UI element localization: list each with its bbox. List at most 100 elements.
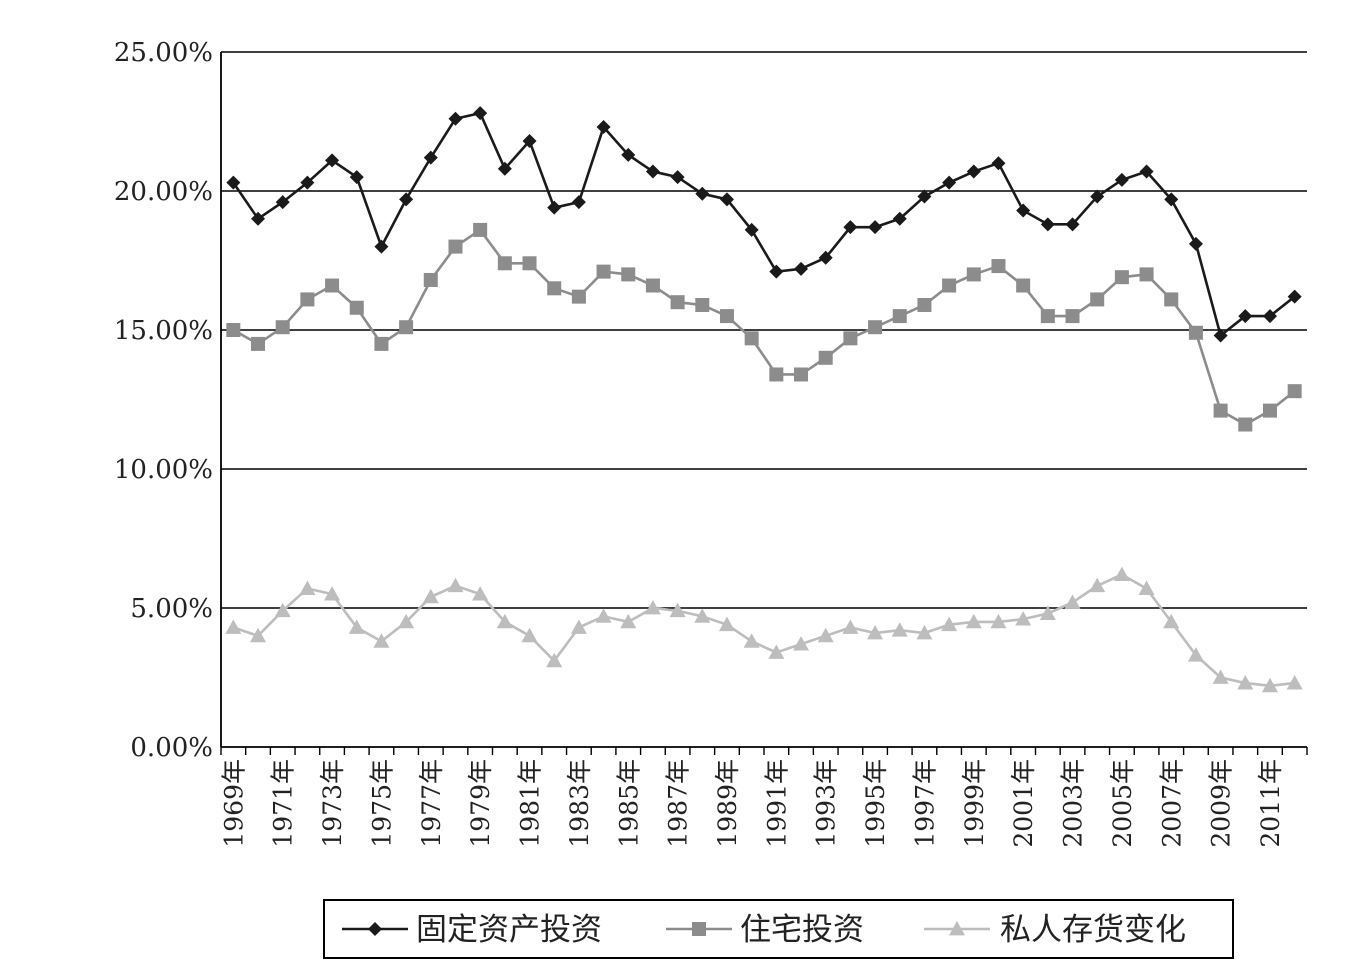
series-line <box>232 228 1296 427</box>
x-tick-label: 1991年 <box>762 759 791 848</box>
legend-marker <box>692 922 706 936</box>
data-point <box>891 622 908 637</box>
data-point <box>793 636 810 651</box>
data-point <box>1163 613 1180 629</box>
data-point <box>645 278 660 293</box>
data-point <box>274 602 291 618</box>
data-point <box>817 627 834 643</box>
x-tick-label: 2007年 <box>1157 759 1186 848</box>
data-point <box>447 577 464 593</box>
legend-box <box>323 899 1234 959</box>
data-point <box>695 297 710 312</box>
data-point <box>744 331 759 346</box>
data-point <box>942 278 957 293</box>
data-point <box>1089 577 1106 593</box>
data-point <box>275 320 290 335</box>
data-point <box>521 627 538 643</box>
data-point <box>1188 236 1203 251</box>
data-point <box>472 586 489 601</box>
data-point <box>818 250 833 265</box>
x-tick-label: 2003年 <box>1059 759 1088 848</box>
data-point <box>1213 328 1228 343</box>
data-point <box>349 300 364 315</box>
y-tick-label: 20.00% <box>114 177 213 207</box>
x-tick-label: 1983年 <box>565 759 594 848</box>
data-point <box>1016 203 1031 218</box>
x-tick-label: 1985年 <box>614 759 643 848</box>
data-point <box>497 256 512 271</box>
data-point <box>892 309 907 324</box>
gridlines <box>221 51 1307 609</box>
series-group <box>225 106 1303 693</box>
data-point <box>547 200 562 215</box>
data-point <box>941 616 958 632</box>
data-point <box>300 175 315 190</box>
data-point <box>769 367 784 382</box>
data-point <box>966 164 981 179</box>
data-point <box>1286 675 1303 690</box>
data-point <box>1090 189 1105 204</box>
data-point <box>399 192 414 207</box>
data-point <box>744 222 759 237</box>
data-point <box>1113 566 1130 582</box>
data-point <box>423 150 438 165</box>
x-axis-ticks: 1969年 1971年 1973年 1975年 1977年 1979年 1981年 1983年… <box>219 759 1285 848</box>
legend-label: 住宅投资 <box>740 912 864 948</box>
data-point <box>324 586 341 601</box>
data-point <box>522 133 537 148</box>
data-point <box>422 588 439 604</box>
data-point <box>496 613 513 629</box>
data-point <box>1287 289 1302 304</box>
y-tick-label: 25.00% <box>114 38 213 68</box>
data-point <box>1262 403 1277 418</box>
data-point <box>868 320 883 335</box>
data-point <box>621 147 636 162</box>
y-tick-label: 5.00% <box>130 594 213 624</box>
x-tick-label: 2005年 <box>1108 759 1137 848</box>
data-point <box>373 633 390 648</box>
y-tick-label: 0.00% <box>130 733 213 763</box>
legend-marker <box>368 922 382 936</box>
data-point <box>620 613 637 629</box>
data-point <box>596 120 611 135</box>
data-point <box>1040 217 1055 232</box>
x-tick-label: 1969年 <box>219 759 248 848</box>
data-point <box>1114 172 1129 187</box>
data-point <box>497 161 512 176</box>
data-point <box>300 292 315 307</box>
x-tick-label: 2001年 <box>1009 759 1038 848</box>
data-point <box>1188 325 1203 340</box>
data-point <box>251 336 266 351</box>
data-point <box>868 220 883 235</box>
data-point <box>251 211 266 226</box>
data-point <box>843 220 858 235</box>
data-point <box>917 297 932 312</box>
data-point <box>1238 309 1253 324</box>
data-point <box>1015 611 1032 626</box>
axes <box>220 52 1308 755</box>
data-point <box>1139 267 1154 282</box>
data-point <box>1212 669 1229 684</box>
data-point <box>299 580 316 595</box>
data-point <box>398 613 415 629</box>
data-point <box>473 106 488 121</box>
data-point <box>1138 580 1155 595</box>
data-point <box>694 608 711 623</box>
data-point <box>916 625 933 640</box>
x-tick-label: 1977年 <box>417 759 446 848</box>
data-point <box>1261 677 1278 693</box>
data-point <box>743 633 760 648</box>
data-point <box>349 170 364 185</box>
data-point <box>1064 594 1081 609</box>
data-point <box>794 261 809 276</box>
data-point <box>1039 605 1056 620</box>
y-tick-label: 15.00% <box>114 316 213 346</box>
series-3 <box>225 566 1303 693</box>
data-point <box>1065 309 1080 324</box>
x-tick-label: 1997年 <box>910 759 939 848</box>
data-point <box>768 644 785 659</box>
data-point <box>842 619 859 634</box>
data-point <box>719 192 734 207</box>
y-axis-ticks: 0.00% 5.00% 10.00% 15.00% 20.00% 25.00% <box>114 38 213 763</box>
